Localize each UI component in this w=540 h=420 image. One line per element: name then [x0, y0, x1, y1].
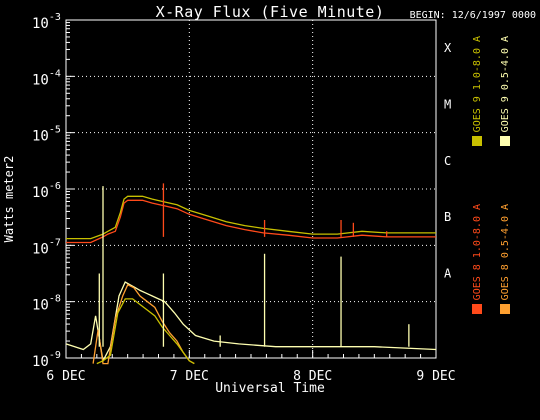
flare-class-label: A	[444, 267, 452, 281]
x-axis-label: Universal Time	[215, 381, 325, 396]
x-tick-label: 7 DEC	[170, 369, 209, 384]
y-axis-label: Watts meter2	[2, 155, 16, 243]
flare-class-label: M	[444, 98, 451, 112]
flare-class-label: B	[444, 210, 451, 224]
legend-item: GOES 9 1.0-8.0 A	[470, 36, 484, 147]
x-tick-label: 8 DEC	[293, 369, 332, 384]
legend-label: GOES 9 0.5-4.0 A	[499, 36, 511, 133]
chart-title: X-Ray Flux (Five Minute)	[155, 3, 385, 21]
legend-swatch	[500, 304, 510, 315]
y-tick-label: 10-8	[32, 294, 61, 314]
legend-label: GOES 8 1.0-8.0 A	[471, 204, 483, 301]
x-tick-label: 6 DEC	[46, 369, 85, 384]
legend-swatch	[472, 136, 482, 147]
y-tick-label: 10-5	[32, 125, 61, 145]
x-tick-label: 9 DEC	[416, 369, 455, 384]
y-tick-label: 10-4	[32, 68, 61, 88]
legend-swatch	[500, 136, 510, 147]
legend-item: GOES 8 1.0-8.0 A	[470, 204, 484, 315]
y-tick-label: 10-7	[32, 237, 61, 257]
y-tick-label: 10-3	[32, 12, 61, 32]
legend-item: GOES 9 0.5-4.0 A	[498, 36, 512, 147]
legend-label: GOES 8 0.5-4.0 A	[499, 204, 511, 301]
series-line	[66, 195, 436, 240]
series-line	[65, 281, 437, 363]
series-line	[96, 298, 195, 365]
legend-item: GOES 8 0.5-4.0 A	[498, 204, 512, 315]
series-line	[92, 283, 195, 365]
y-tick-label: 10-9	[32, 350, 61, 370]
legend-swatch	[472, 304, 482, 315]
legend-label: GOES 9 1.0-8.0 A	[471, 36, 483, 133]
flare-class-label: C	[444, 154, 451, 168]
begin-date-label: BEGIN: 12/6/1997 0000	[409, 10, 536, 21]
y-tick-label: 10-6	[32, 181, 61, 201]
flare-class-label: X	[444, 41, 452, 55]
series-line	[66, 199, 436, 244]
